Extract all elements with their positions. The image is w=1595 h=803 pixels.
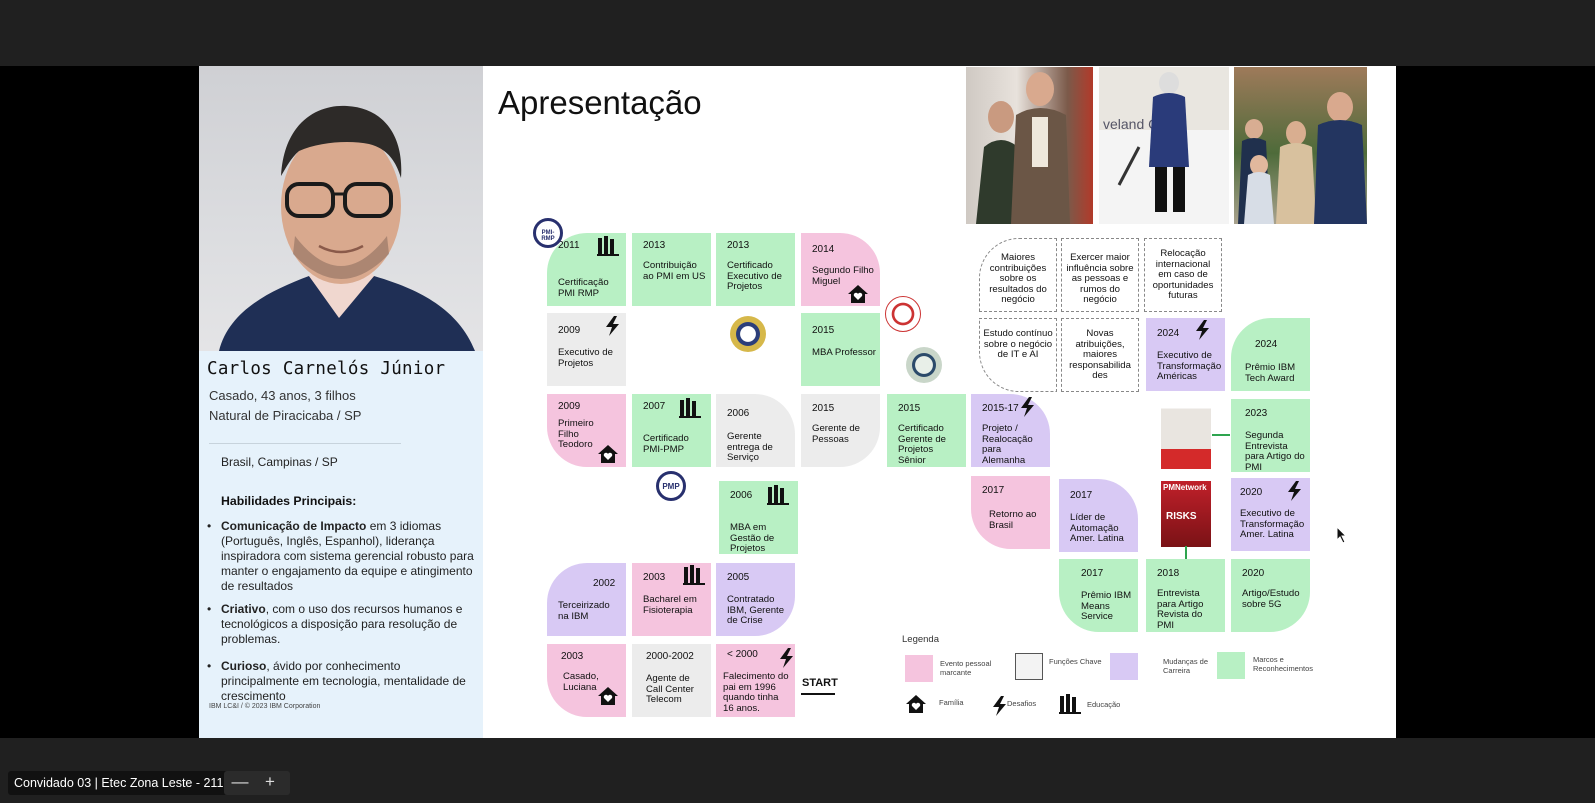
timeline-tile: 2006 Gerente entrega de Serviço bbox=[716, 394, 795, 467]
future-goal-tile: Relocação internacional em caso de oport… bbox=[1144, 238, 1222, 312]
legend-label: Marcos e Reconhecimentos bbox=[1253, 655, 1314, 673]
books-icon bbox=[1059, 694, 1081, 714]
books-icon bbox=[679, 398, 701, 418]
house-heart-icon bbox=[598, 445, 618, 463]
future-goal-tile: Estudo contínuo sobre o negócio de IT e … bbox=[979, 318, 1057, 392]
zoom-controls: — + bbox=[224, 771, 290, 795]
divider bbox=[209, 443, 401, 444]
legend-label: Educação bbox=[1087, 700, 1121, 709]
profile-photo bbox=[199, 66, 483, 351]
house-heart-icon bbox=[906, 695, 926, 713]
lightning-icon bbox=[993, 696, 1006, 716]
photo-hockey: veland C bbox=[1099, 67, 1229, 224]
presenter-name: Carlos Carnelós Júnior bbox=[207, 359, 446, 379]
timeline-tile: 2000-2002 Agente de Call Center Telecom bbox=[632, 644, 711, 717]
lightning-icon bbox=[1021, 397, 1034, 417]
award-seal-icon bbox=[885, 296, 921, 332]
marital-status: Casado, 43 anos, 3 filhos bbox=[209, 388, 356, 403]
timeline-tile: 2005 Contratado IBM, Gerente de Crise bbox=[716, 563, 795, 636]
svg-text:veland C: veland C bbox=[1103, 116, 1158, 132]
legend-title: Legenda bbox=[902, 634, 939, 645]
arrow-connector bbox=[1185, 546, 1187, 559]
start-label: START bbox=[802, 677, 838, 689]
books-icon bbox=[597, 236, 619, 256]
hometown: Natural de Piracicaba / SP bbox=[209, 408, 362, 423]
legend-swatch-purple bbox=[1110, 653, 1138, 680]
skills-heading: Habilidades Principais: bbox=[221, 494, 357, 508]
presentation-slide: Carlos Carnelós Júnior Casado, 43 anos, … bbox=[199, 66, 1396, 738]
legend-label: Desafios bbox=[1007, 699, 1037, 708]
future-goal-tile: Novas atribuições, maiores responsabilid… bbox=[1061, 318, 1139, 392]
timeline-tile: 2023 Segunda Entrevista para Artigo do PM… bbox=[1231, 399, 1310, 472]
legend-swatch-white bbox=[1015, 653, 1043, 680]
zoom-out-button[interactable]: — bbox=[231, 772, 249, 791]
lightning-icon bbox=[1288, 481, 1301, 501]
timeline-tile: 2006 MBA em Gestão de Projetos bbox=[719, 481, 798, 554]
slide-title: Apresentação bbox=[498, 84, 702, 121]
legend-swatch-pink bbox=[905, 655, 933, 682]
timeline-tile: 2015-17 Projeto / Realocação para Alemanh… bbox=[971, 394, 1050, 467]
timeline-tile: 2017 Retorno ao Brasil bbox=[971, 476, 1050, 549]
university-seal-icon bbox=[906, 347, 942, 383]
lightning-icon bbox=[1196, 320, 1209, 340]
photo-couple bbox=[966, 67, 1093, 224]
legend-label: Funções Chave bbox=[1049, 657, 1102, 666]
arrow-connector bbox=[1212, 434, 1230, 436]
zoom-in-button[interactable]: + bbox=[265, 772, 275, 791]
mouse-cursor-icon bbox=[1336, 526, 1348, 544]
timeline-tile: 2017 Prêmio IBM Means Service bbox=[1059, 559, 1138, 632]
pmp-badge: PMP bbox=[656, 471, 686, 501]
timeline-tile: 2002 Terceirizado na IBM bbox=[547, 563, 626, 636]
legend-label: Família bbox=[939, 698, 964, 707]
house-heart-icon bbox=[848, 285, 868, 303]
timeline-tile: 2007 Certificado PMI-PMP bbox=[632, 394, 711, 467]
timeline-tile: 2003 Casado, Luciana bbox=[547, 644, 626, 717]
future-goal-tile: Exercer maior influência sobre as pessoa… bbox=[1061, 238, 1139, 312]
legend-label: Evento pessoal marcante bbox=[940, 659, 992, 677]
legend-swatch-green bbox=[1217, 652, 1245, 679]
pmi-rmp-badge: PMI-RMP bbox=[533, 218, 563, 248]
magazine-cover-article bbox=[1161, 403, 1211, 469]
timeline-tile: 2013 Contribuição ao PMI em US bbox=[632, 233, 711, 306]
participant-label: Convidado 03 | Etec Zona Leste - 211 bbox=[8, 771, 230, 795]
books-icon bbox=[767, 485, 789, 505]
current-location: Brasil, Campinas / SP bbox=[221, 455, 338, 469]
timeline-tile: 2015 MBA Professor bbox=[801, 313, 880, 386]
books-icon bbox=[683, 565, 705, 585]
start-arrow bbox=[801, 693, 835, 695]
timeline-tile: 2024 Executivo de Transformação Américas bbox=[1146, 318, 1225, 391]
pm-network-magazine-cover: PMNetwork RISKS bbox=[1161, 481, 1211, 547]
timeline-tile: 2015 Gerente de Pessoas bbox=[801, 394, 880, 467]
legend-label: Mudanças de Carreira bbox=[1163, 657, 1209, 675]
timeline-tile: < 2000 Falecimento do pai em 1996 quando … bbox=[716, 644, 795, 717]
future-goal-tile: Maiores contribuições sobre os resultado… bbox=[979, 238, 1057, 312]
copyright-footer: IBM LC&I / © 2023 IBM Corporation bbox=[209, 703, 321, 710]
timeline-tile: 2024 Prêmio IBM Tech Award bbox=[1231, 318, 1310, 391]
timeline-tile: 2017 Líder de Automação Amer. Latina bbox=[1059, 479, 1138, 552]
profile-info-panel: Carlos Carnelós Júnior Casado, 43 anos, … bbox=[199, 351, 483, 738]
timeline-tile: 2020 Artigo/Estudo sobre 5G bbox=[1231, 559, 1310, 632]
lightning-icon bbox=[606, 316, 619, 336]
timeline-tile: 2018 Entrevista para Artigo Revista do PM… bbox=[1146, 559, 1225, 632]
lightning-icon bbox=[780, 648, 793, 668]
timeline-tile: 2015 Certificado Gerente de Projetos Sêni… bbox=[887, 394, 966, 467]
timeline-tile: 2013 Certificado Executivo de Projetos bbox=[716, 233, 795, 306]
house-heart-icon bbox=[598, 687, 618, 705]
meeting-top-bar bbox=[0, 0, 1595, 66]
certification-seal-icon bbox=[730, 316, 766, 352]
photo-family bbox=[1234, 67, 1367, 224]
